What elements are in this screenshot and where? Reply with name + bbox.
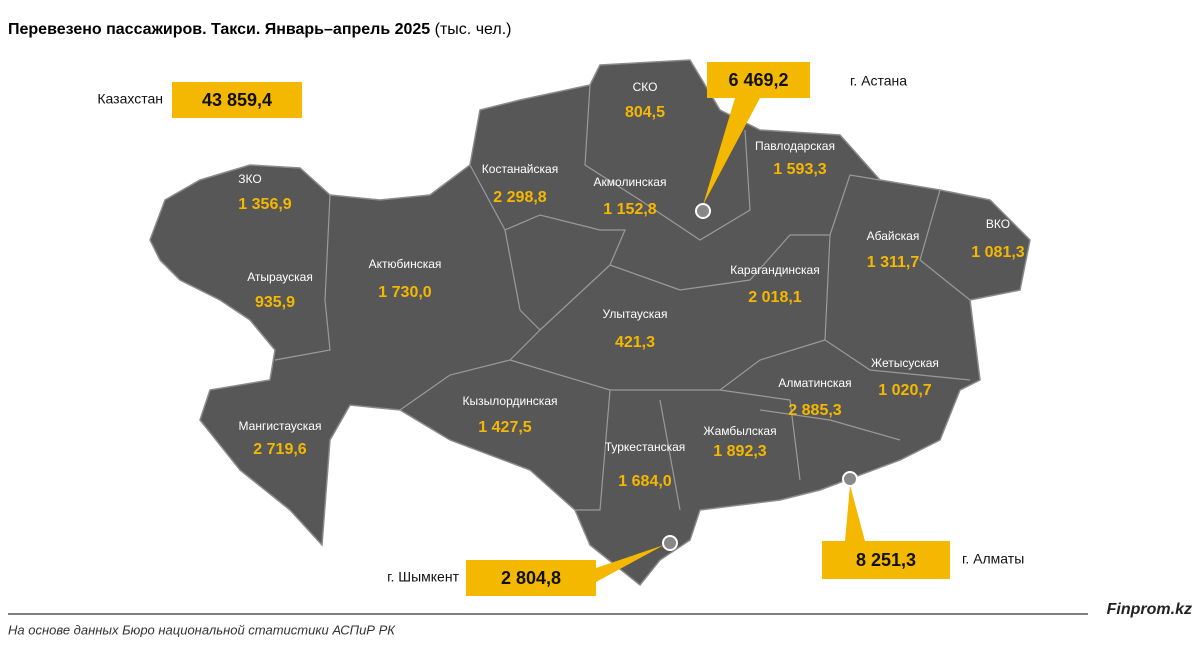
- region-value: 1 311,7: [867, 254, 920, 271]
- region-value: 1 730,0: [378, 284, 431, 301]
- title: Перевезено пассажиров. Такси. Январь–апр…: [8, 21, 512, 38]
- region-name: Атырауская: [247, 270, 313, 284]
- region-value: 935,9: [255, 294, 295, 311]
- city-marker: [662, 535, 678, 551]
- region-name: Костанайская: [482, 162, 558, 176]
- city-name: г. Астана: [850, 73, 907, 89]
- city-marker: [695, 203, 711, 219]
- title-unit: (тыс. чел.): [435, 21, 512, 38]
- source: На основе данных Бюро национальной стати…: [8, 622, 396, 637]
- city-box: [707, 62, 810, 98]
- city-name: г. Шымкент: [387, 569, 459, 585]
- region-name: Актюбинская: [369, 257, 442, 271]
- city-value: 6 469,2: [728, 70, 788, 90]
- region-name: Абайская: [867, 229, 920, 243]
- region-value: 2 885,3: [788, 402, 841, 419]
- city-pointer: [703, 98, 760, 205]
- region-name: Алматинская: [778, 376, 851, 390]
- region-value: 1 427,5: [478, 419, 531, 436]
- region-name: СКО: [633, 80, 658, 94]
- city-value: 8 251,3: [856, 550, 916, 570]
- city-value: 2 804,8: [501, 568, 561, 588]
- total-label: Казахстан: [97, 91, 163, 107]
- region-name: Кызылординская: [463, 394, 558, 408]
- total-value: 43 859,4: [202, 90, 272, 110]
- region-value: 2 719,6: [253, 441, 306, 458]
- region-value: 421,3: [615, 334, 655, 351]
- city-pointer: [596, 545, 664, 582]
- city-name: г. Алматы: [962, 551, 1024, 567]
- region-borders: [274, 84, 971, 511]
- region-name: Улытауская: [603, 307, 668, 321]
- country-shape: [149, 59, 1031, 587]
- region-value: 1 020,7: [878, 382, 931, 399]
- region-name: Акмолинская: [594, 175, 667, 189]
- city-marker: [842, 471, 858, 487]
- region-name: Жамбылская: [703, 424, 776, 438]
- region-value: 1 152,8: [603, 201, 656, 218]
- region-value: 1 684,0: [618, 473, 671, 490]
- title-main: Перевезено пассажиров. Такси. Январь–апр…: [8, 21, 430, 38]
- region-name: Карагандинская: [730, 263, 819, 277]
- city-box: [822, 541, 950, 579]
- city-pointer: [845, 485, 865, 541]
- region-value: 804,5: [625, 104, 665, 121]
- region-name: Павлодарская: [755, 139, 835, 153]
- city-box: [466, 560, 596, 596]
- region-value: 2 018,1: [748, 289, 801, 306]
- brand: Finprom.kz: [1107, 601, 1192, 618]
- region-name: Жетысуская: [871, 356, 939, 370]
- region-name: Туркестанская: [605, 440, 686, 454]
- region-value: 2 298,8: [493, 189, 546, 206]
- region-value: 1 356,9: [238, 196, 291, 213]
- total-box: [172, 82, 302, 118]
- region-name: ВКО: [986, 217, 1010, 231]
- region-name: ЗКО: [238, 172, 261, 186]
- region-value: 1 081,3: [971, 244, 1024, 261]
- region-value: 1 892,3: [713, 443, 766, 460]
- region-value: 1 593,3: [773, 161, 826, 178]
- region-name: Мангистауская: [239, 419, 322, 433]
